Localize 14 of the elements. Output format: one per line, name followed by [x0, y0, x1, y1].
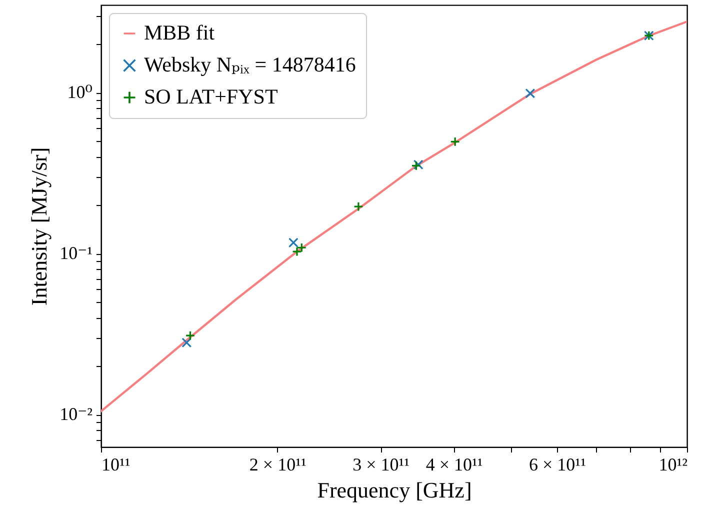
x-tick-label: 10¹¹: [102, 454, 130, 474]
x-axis-title: Frequency [GHz]: [317, 478, 472, 502]
legend-label: Websky Nₚᵢₓ = 14878416: [144, 52, 356, 76]
y-tick-label: 10⁻¹: [60, 243, 92, 264]
legend-label: SO LAT+FYST: [144, 84, 278, 108]
x-tick-label: 3 × 10¹¹: [352, 454, 410, 474]
x-tick-label: 6 × 10¹¹: [529, 454, 586, 474]
legend-label: MBB fit: [144, 20, 215, 44]
y-tick-label: 10⁰: [67, 82, 92, 102]
x-tick-label: 4 × 10¹¹: [426, 454, 483, 474]
y-axis-title: Intensity [MJy/sr]: [26, 147, 52, 306]
x-tick-label: 10¹²: [658, 454, 688, 474]
y-tick-label: 10⁻²: [60, 404, 92, 424]
x-tick-label: 2 × 10¹¹: [249, 454, 306, 474]
